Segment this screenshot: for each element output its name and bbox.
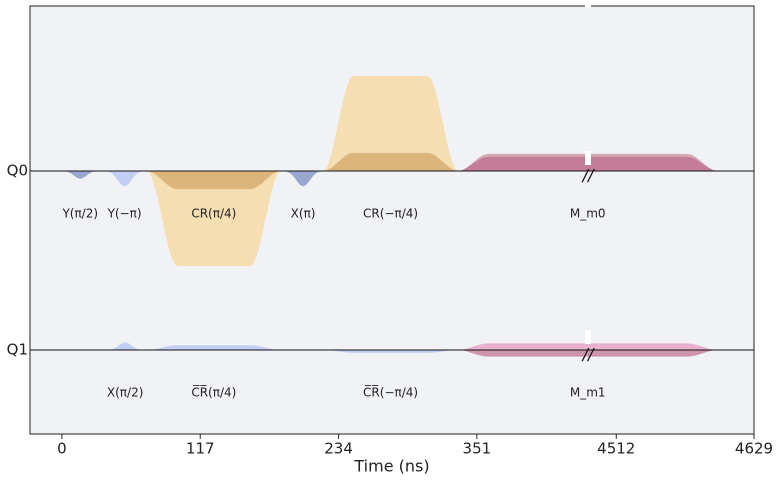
x-axis-label: Time (ns): [353, 457, 429, 476]
pulses: // //: [30, 76, 754, 364]
x-tick-label: 234: [324, 440, 353, 458]
pulse-envelope: [147, 171, 281, 266]
pulse-label: CR(π/4): [191, 207, 236, 221]
pulse-label: M_m0: [570, 207, 606, 221]
pulse-envelope: [457, 350, 718, 357]
x-tick-label: 351: [463, 440, 492, 458]
pulse-envelope: [282, 171, 324, 187]
pulse-envelope: [323, 350, 458, 353]
pulse-label: C̅R̅(π/4): [191, 384, 236, 399]
pulse-envelope: [104, 171, 145, 187]
axis-break-gap: [585, 0, 591, 7]
pulse-envelope: [106, 342, 144, 350]
x-tick-label: 0: [57, 440, 67, 458]
axis-break-mark: //: [581, 166, 595, 185]
pulse-envelope: [457, 343, 718, 350]
pulse-envelope: [323, 152, 458, 171]
channel-name: Q0: [7, 162, 28, 180]
pulse-label: Y(π/2): [61, 207, 98, 221]
pulse-label: X(π): [291, 207, 316, 221]
channel-name: Q1: [7, 341, 28, 359]
axis-break-mark: //: [581, 345, 595, 364]
pulse-label: Y(−π): [107, 207, 142, 221]
pulse-envelope: [147, 345, 281, 350]
plot-frame: [29, 5, 755, 435]
pulse-label: CR(−π/4): [363, 207, 418, 221]
pulse-envelope: [323, 76, 458, 171]
axis-break-gap: [585, 330, 591, 344]
x-tick-label: 4512: [597, 440, 635, 458]
axis-break-gap: [585, 151, 591, 165]
pulse-envelope: [61, 171, 99, 179]
x-tick-label: 4629: [735, 440, 773, 458]
x-tick-label: 117: [186, 440, 215, 458]
pulse-envelope: [147, 171, 281, 190]
pulse-label: C̅R̅(−π/4): [363, 384, 418, 399]
pulse-label: M_m1: [570, 386, 606, 400]
pulse-label: X(π/2): [107, 386, 144, 400]
